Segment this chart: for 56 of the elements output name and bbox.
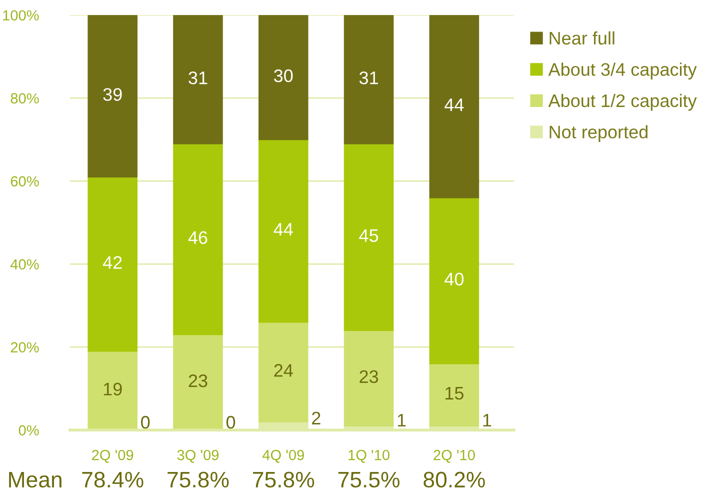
bar xyxy=(258,15,308,140)
legend-label: About 1/2 capacity xyxy=(548,94,697,111)
x-tick-label: 2Q '10 xyxy=(434,450,475,463)
y-tick-label: 40% xyxy=(10,259,39,270)
y-tick-label: 20% xyxy=(10,342,39,352)
data-label: 1 xyxy=(483,414,492,426)
data-label: 23 xyxy=(188,374,208,388)
bar xyxy=(429,363,480,426)
data-label: 45 xyxy=(359,229,378,242)
data-label: 15 xyxy=(446,387,464,400)
x-tick-label: 2Q '09 xyxy=(92,450,134,463)
data-label: 30 xyxy=(274,69,293,82)
data-label: 19 xyxy=(104,382,122,396)
bar xyxy=(344,330,394,426)
y-tick-label: 0% xyxy=(18,425,39,436)
text: 75.5% xyxy=(338,472,400,488)
x-tick-label: 1Q '10 xyxy=(348,450,390,463)
legend-label: Near full xyxy=(550,31,614,45)
text: 75.8% xyxy=(168,472,229,488)
legend-label: Not reported xyxy=(550,125,648,142)
bar xyxy=(88,350,138,430)
bar xyxy=(344,143,394,332)
y-tick-label: 80% xyxy=(10,93,39,104)
bar xyxy=(88,15,138,178)
data-label: 31 xyxy=(359,71,378,84)
data-label: 42 xyxy=(102,256,122,269)
y-tick-label: 60% xyxy=(10,176,39,187)
x-tick-label: 3Q '09 xyxy=(177,450,219,463)
data-label: 0 xyxy=(226,416,236,429)
bar xyxy=(258,322,308,422)
data-label: 44 xyxy=(274,223,293,236)
x-tick-label: 4Q '09 xyxy=(262,450,304,463)
bar xyxy=(88,176,138,352)
y-tick-label: 100% xyxy=(3,10,39,21)
data-label: 40 xyxy=(444,272,464,286)
bar xyxy=(429,197,480,364)
data-label: 39 xyxy=(103,88,122,101)
data-label: 44 xyxy=(444,98,464,112)
bar xyxy=(173,334,223,430)
bar xyxy=(429,15,480,198)
text: Mean xyxy=(9,472,62,488)
bar xyxy=(173,15,223,144)
legend-label: About 3/4 capacity xyxy=(548,62,697,80)
data-label: 31 xyxy=(188,71,208,84)
data-label: 2 xyxy=(312,412,320,424)
text: 80.2% xyxy=(424,472,485,488)
data-label: 46 xyxy=(188,231,208,244)
data-label: 24 xyxy=(274,364,293,377)
data-label: 23 xyxy=(360,370,378,384)
bar xyxy=(344,15,394,144)
data-label: 0 xyxy=(141,416,150,429)
bar xyxy=(173,143,223,336)
text: 75.8% xyxy=(253,472,314,488)
text: 78.4% xyxy=(82,472,144,488)
data-label: 1 xyxy=(398,414,406,426)
bar xyxy=(258,139,308,323)
